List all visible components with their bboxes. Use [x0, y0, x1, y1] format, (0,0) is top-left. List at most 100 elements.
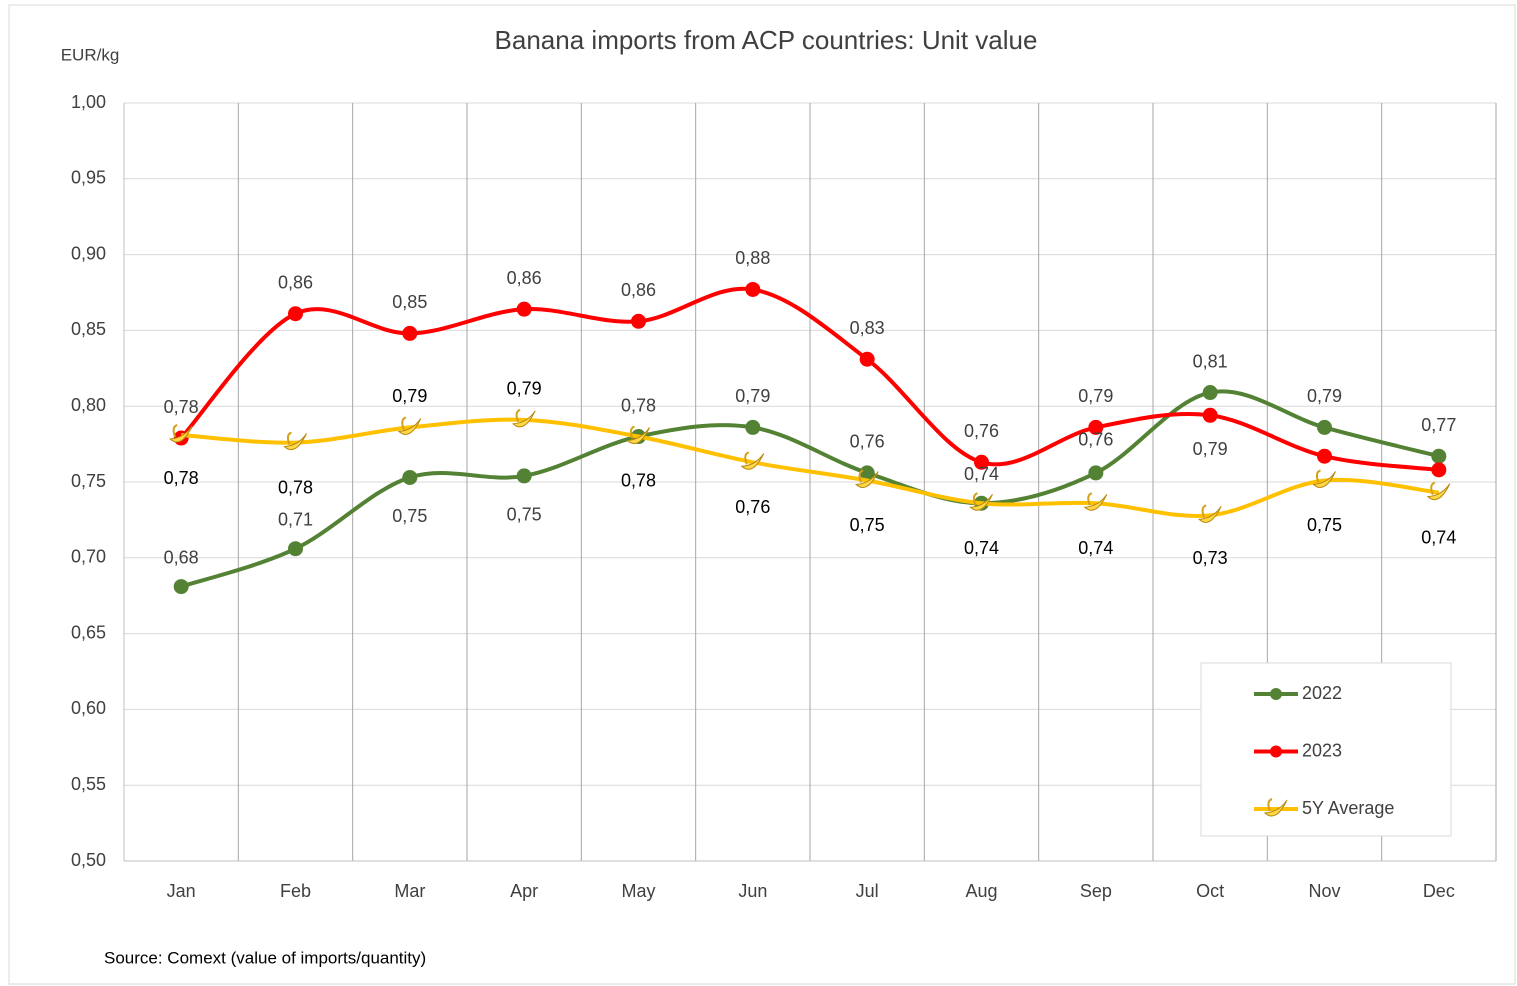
- data-label: 0,85: [392, 292, 427, 312]
- banana-marker: [1263, 798, 1288, 817]
- legend: 2022 2023 5Y Average: [1200, 662, 1452, 837]
- banana-shape: [397, 418, 422, 435]
- banana-peel: [1201, 504, 1207, 518]
- y-tick-label: 0,70: [71, 547, 106, 567]
- legend-marker: [1270, 688, 1282, 700]
- data-label: 0,75: [507, 505, 542, 525]
- data-label: 0,78: [621, 395, 656, 415]
- data-point: [859, 351, 875, 367]
- data-label: 0,74: [1421, 527, 1456, 547]
- series-line: [180, 389, 1440, 589]
- data-label: 0,79: [392, 386, 427, 406]
- banana-shape: [1426, 483, 1451, 501]
- data-label: 0,76: [850, 432, 885, 452]
- data-label: 0,86: [621, 280, 656, 300]
- data-label: 0,75: [392, 506, 427, 526]
- x-tick-label: Nov: [1308, 881, 1340, 901]
- data-label: 0,77: [1421, 415, 1456, 435]
- banana-shape: [283, 433, 307, 451]
- data-point: [745, 281, 761, 297]
- y-tick-label: 0,85: [71, 319, 106, 339]
- banana-shape: [1263, 799, 1288, 817]
- y-tick-label: 0,95: [71, 168, 106, 188]
- data-point: [859, 465, 875, 481]
- data-label: 0,83: [850, 318, 885, 338]
- banana-shape: [168, 425, 193, 443]
- data-point: [516, 301, 532, 317]
- banana-marker: [1312, 469, 1336, 488]
- data-point: [1431, 448, 1447, 464]
- banana-peel: [1315, 469, 1321, 483]
- banana-marker: [740, 451, 765, 470]
- legend-label: 5Y Average: [1302, 798, 1394, 818]
- x-tick-label: Jun: [738, 881, 767, 901]
- data-point: [402, 469, 418, 485]
- data-label: 0,75: [850, 515, 885, 535]
- data-point: [1431, 462, 1447, 478]
- banana-marker: [283, 431, 307, 451]
- data-point: [173, 579, 189, 595]
- y-tick-label: 0,50: [71, 850, 106, 870]
- legend-label: 2022: [1302, 683, 1342, 703]
- data-point: [1317, 419, 1332, 435]
- x-tick-label: Feb: [280, 881, 311, 901]
- data-label: 0,86: [278, 272, 313, 292]
- data-point: [1088, 419, 1104, 435]
- data-label: 0,74: [1078, 538, 1113, 558]
- data-point: [516, 468, 532, 484]
- banana-marker: [1426, 481, 1451, 501]
- x-tick-label: Mar: [394, 881, 425, 901]
- x-tick-label: Jan: [167, 881, 196, 901]
- data-label: 0,76: [735, 497, 770, 517]
- banana-peel: [744, 451, 750, 465]
- data-label: 0,75: [1307, 515, 1342, 535]
- data-label: 0,78: [278, 477, 313, 497]
- chart-title: Banana imports from ACP countries: Unit …: [495, 25, 1038, 55]
- data-point: [1088, 465, 1104, 481]
- data-label: 0,79: [507, 379, 542, 399]
- banana-peel: [401, 416, 407, 430]
- banana-shape: [854, 471, 879, 488]
- data-label: 0,81: [1193, 351, 1228, 371]
- banana-shape: [626, 427, 650, 444]
- banana-shape: [969, 493, 993, 511]
- x-tick-label: Jul: [856, 881, 879, 901]
- banana-shape: [511, 410, 536, 428]
- source-note: Source: Comext (value of imports/quantit…: [104, 948, 426, 967]
- banana-marker: [626, 425, 650, 444]
- y-tick-label: 0,90: [71, 243, 106, 263]
- data-point: [402, 325, 418, 341]
- legend-label: 2023: [1302, 740, 1342, 760]
- banana-peel: [1267, 798, 1273, 812]
- data-label: 0,78: [164, 397, 199, 417]
- data-point: [1202, 407, 1218, 423]
- banana-peel: [629, 425, 635, 439]
- data-label: 0,88: [735, 248, 770, 268]
- banana-marker: [1083, 492, 1108, 511]
- x-tick-label: Apr: [510, 881, 538, 901]
- data-label: 0,68: [164, 547, 199, 567]
- data-point: [974, 454, 989, 470]
- banana-peel: [1087, 492, 1093, 506]
- data-label: 0,74: [964, 538, 999, 558]
- banana-peel: [1430, 481, 1436, 495]
- banana-shape: [1197, 506, 1222, 523]
- banana-marker: [397, 416, 422, 435]
- x-tick-label: Sep: [1080, 881, 1112, 901]
- banana-marker: [854, 469, 879, 488]
- x-tick-label: Oct: [1196, 881, 1224, 901]
- data-point: [745, 419, 761, 435]
- data-point: [1202, 385, 1218, 401]
- data-label: 0,78: [164, 468, 199, 488]
- banana-peel: [286, 431, 292, 445]
- y-tick-label: 0,80: [71, 395, 106, 415]
- y-tick-label: 0,65: [71, 622, 106, 642]
- banana-peel: [972, 492, 978, 506]
- banana-marker: [1197, 504, 1222, 523]
- banana-marker: [168, 424, 193, 443]
- legend-marker: [1270, 745, 1282, 758]
- y-tick-label: 0,60: [71, 698, 106, 718]
- legend-box: [1200, 662, 1452, 837]
- data-label: 0,86: [507, 268, 542, 288]
